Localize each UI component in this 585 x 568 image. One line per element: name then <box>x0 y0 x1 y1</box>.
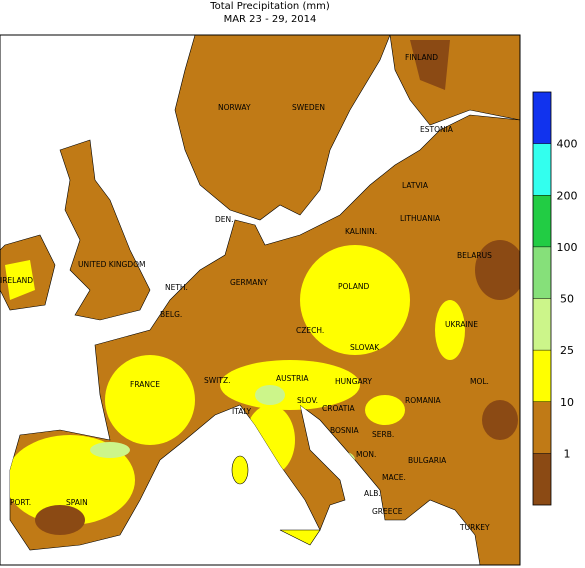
country-label: UKRAINE <box>445 320 478 329</box>
scandinavia <box>174 34 391 221</box>
country-label: NORWAY <box>218 103 251 112</box>
colorbar-segment <box>533 350 551 402</box>
colorbar-label: 400 <box>557 138 578 151</box>
country-label: BOSNIA <box>330 426 359 435</box>
country-label: SLOV. <box>297 396 318 405</box>
country-label: SERB. <box>372 430 394 439</box>
country-label: FINLAND <box>405 53 438 62</box>
country-label: DEN. <box>215 215 234 224</box>
colorbar-segment <box>533 92 551 144</box>
legend: 1 10 25 50 100 200 400 <box>532 91 578 506</box>
country-labels: FINLAND NORWAY SWEDEN ESTONIA LATVIA DEN… <box>0 53 492 532</box>
country-label: HUNGARY <box>335 377 372 386</box>
colorbar-segment <box>533 401 551 454</box>
map-title: Total Precipitation (mm) <box>209 1 330 12</box>
country-label: LATVIA <box>402 181 429 190</box>
colorbar-label: 1 <box>564 447 571 460</box>
ireland-wet <box>5 260 35 300</box>
country-label: ITALY <box>232 407 252 416</box>
country-label: SLOVAK <box>350 343 380 352</box>
map-frame <box>0 34 521 566</box>
colorbar-label: 25 <box>560 344 574 357</box>
colorbar-segment <box>533 298 551 351</box>
country-label: CROATIA <box>322 404 356 413</box>
country-label: MOL. <box>470 377 489 386</box>
country-label: AUSTRIA <box>276 374 309 383</box>
country-label: LITHUANIA <box>400 214 441 223</box>
country-label: NETH. <box>165 283 188 292</box>
country-label: ESTONIA <box>420 125 454 134</box>
colorbar-segment <box>533 195 551 247</box>
country-label: POLAND <box>338 282 370 291</box>
colorbar-segment <box>533 143 551 196</box>
continent <box>9 114 521 566</box>
sicily <box>279 529 321 546</box>
country-label: BELG. <box>160 310 182 319</box>
country-label: CZECH. <box>296 326 324 335</box>
great-britain <box>59 139 151 321</box>
map <box>0 34 521 566</box>
country-label: PORT. <box>10 498 31 507</box>
colorbar-label: 200 <box>557 189 578 202</box>
sardinia <box>231 455 249 485</box>
map-subtitle: MAR 23 - 29, 2014 <box>224 14 317 25</box>
country-label: FRANCE <box>130 380 160 389</box>
country-label: IRELAND <box>0 276 33 285</box>
country-label: BELARUS <box>457 251 492 260</box>
country-label: UNITED KINGDOM <box>78 260 146 269</box>
country-label: SWEDEN <box>292 103 325 112</box>
colorbar-label: 10 <box>560 396 574 409</box>
country-label: GREECE <box>372 507 403 516</box>
country-label: KALININ. <box>345 227 377 236</box>
colorbar-label: 100 <box>557 241 578 254</box>
country-label: TURKEY <box>459 523 490 532</box>
country-label: GERMANY <box>230 278 268 287</box>
colorbar-segment <box>533 453 551 505</box>
dry-patch <box>410 40 450 90</box>
colorbar-label: 50 <box>560 293 574 306</box>
country-label: MON. <box>356 450 376 459</box>
country-label: SWITZ. <box>204 376 231 385</box>
country-label: ALB. <box>364 489 381 498</box>
country-label: MACE. <box>382 473 406 482</box>
colorbar-segment <box>533 246 551 299</box>
country-label: SPAIN <box>66 498 88 507</box>
country-label: BULGARIA <box>408 456 447 465</box>
country-label: ROMANIA <box>405 396 442 405</box>
